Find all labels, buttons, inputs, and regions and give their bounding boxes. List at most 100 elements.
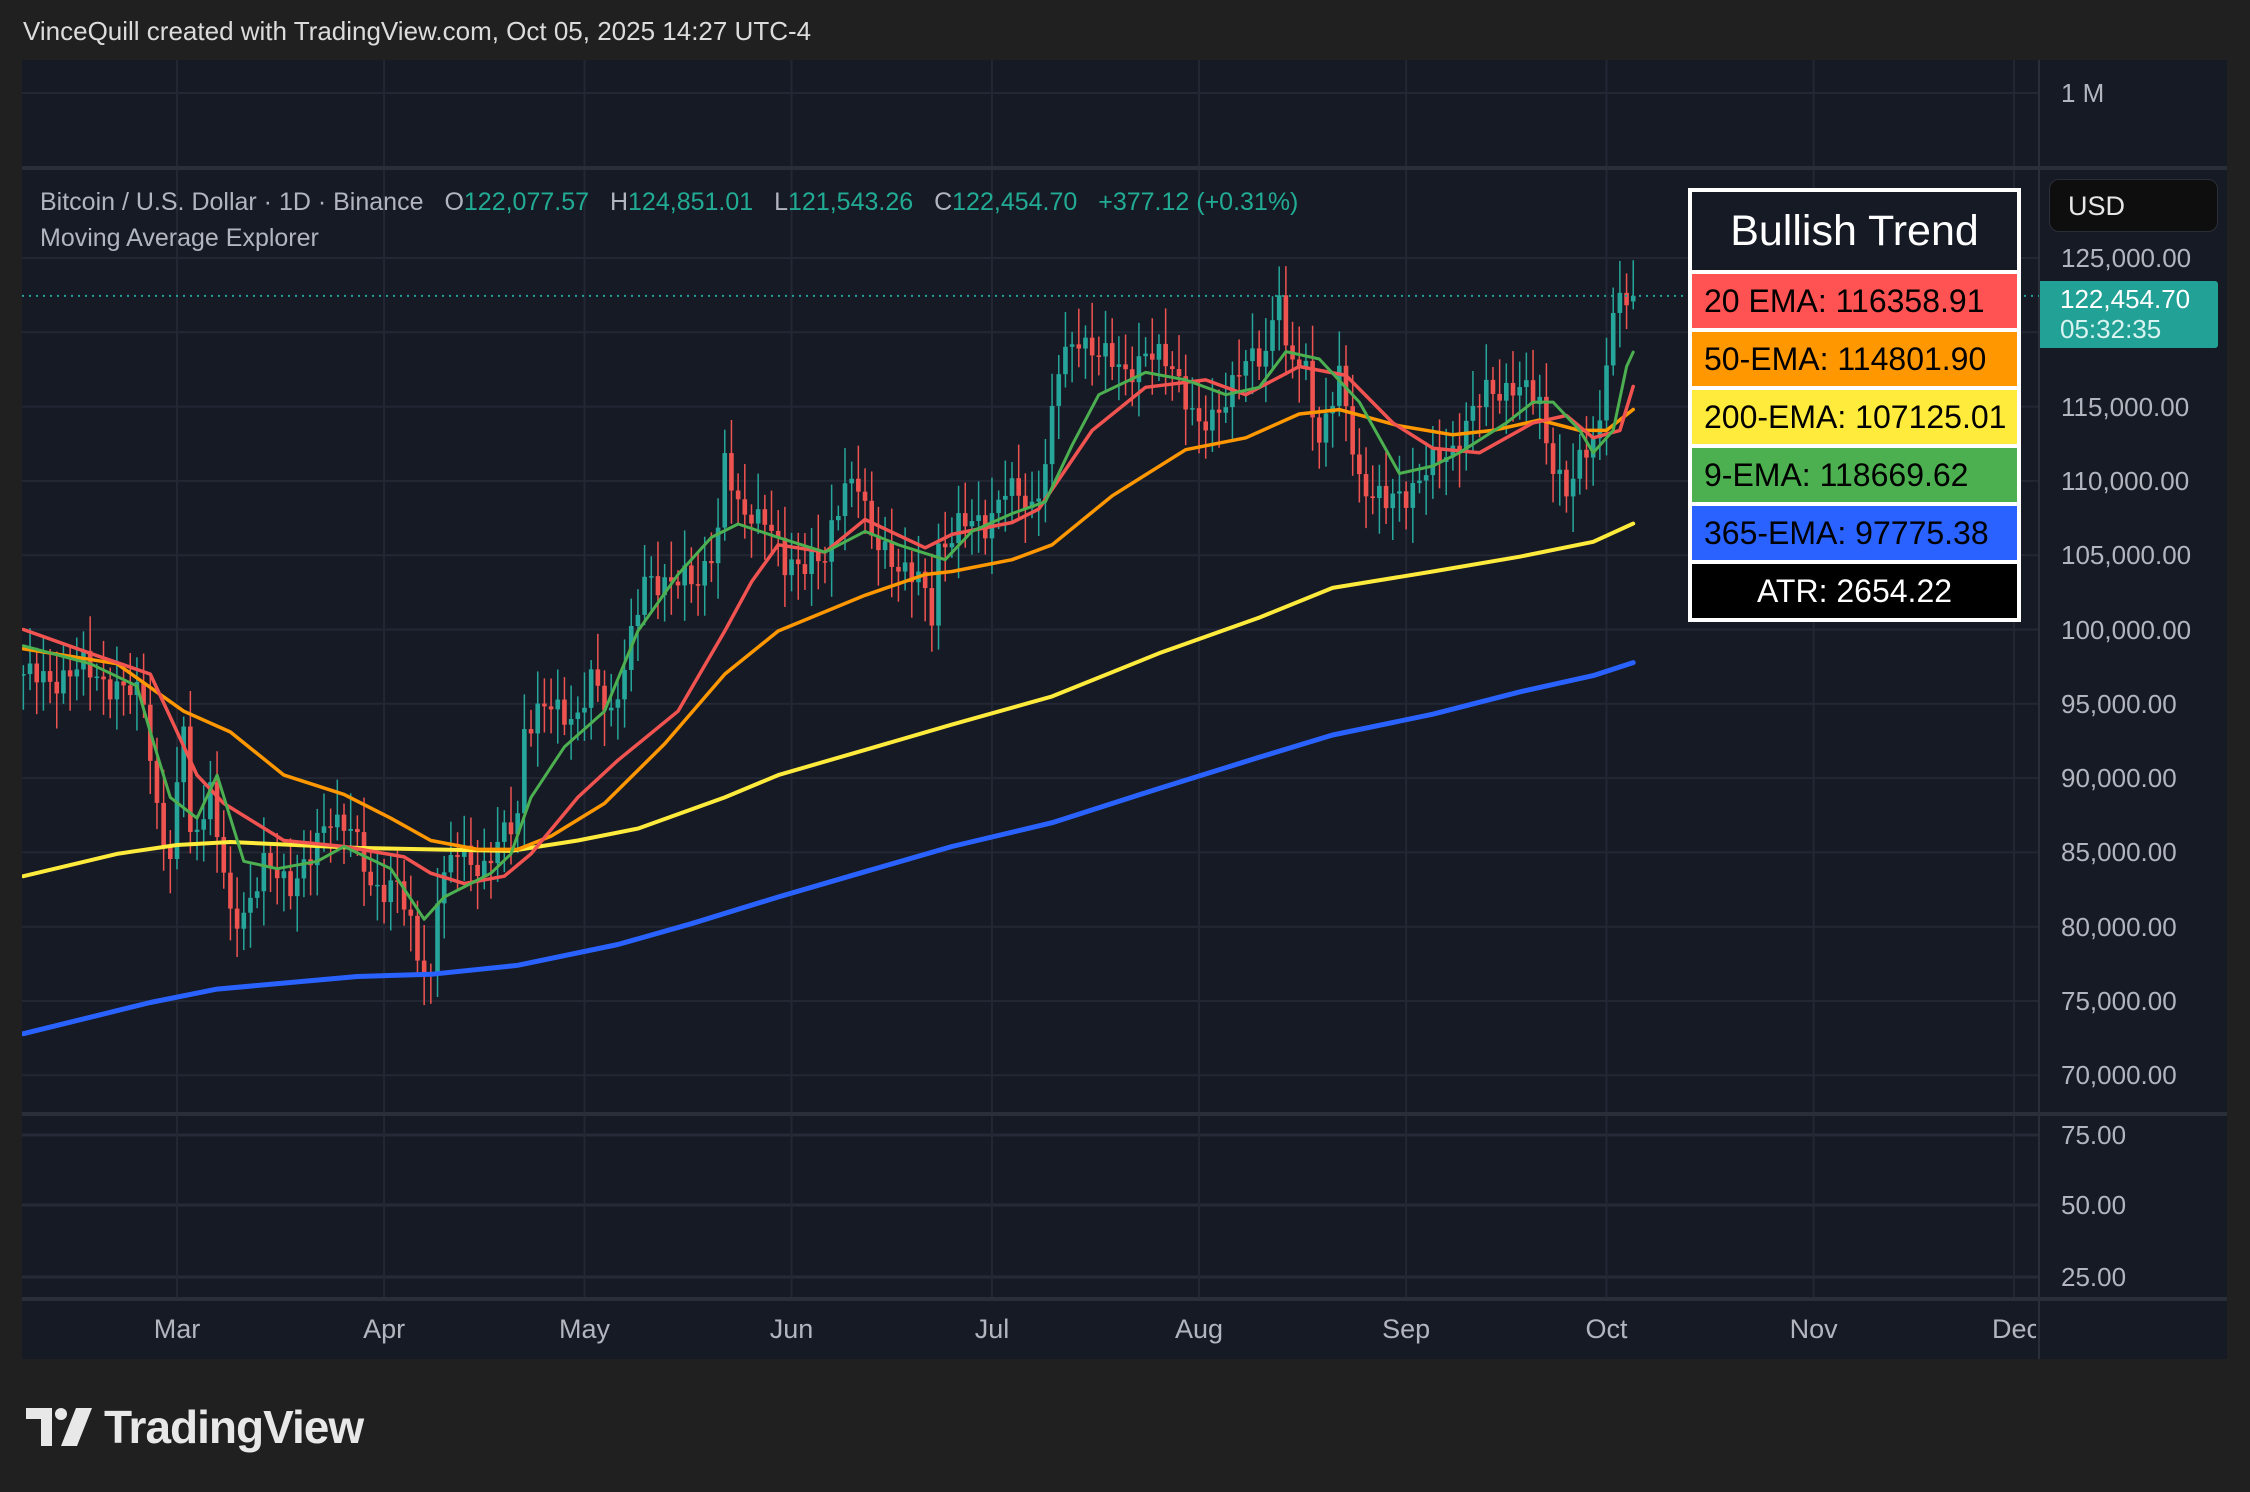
candle-body [1517,387,1522,396]
month-label: Nov [1789,1314,1838,1344]
candle-body [1270,320,1275,351]
candle [288,838,293,910]
candle-body [1524,380,1529,388]
candle-body [1490,379,1496,394]
candle [542,678,547,733]
candle [1303,343,1309,381]
lower-axis-label-75: 75.00 [2061,1120,2127,1150]
candle [715,498,721,599]
candle [181,716,186,818]
candle-body [321,826,327,833]
candle [194,814,200,861]
candle-body [1423,475,1429,481]
candle-body [608,707,614,711]
candle [41,637,46,711]
candle-body [755,509,761,524]
candle-body [274,868,280,879]
candle-body [1223,407,1229,413]
candle-body [942,543,948,548]
candle [1624,273,1629,329]
candle [1109,318,1115,381]
candle-body [909,562,915,583]
candle-body [588,669,594,708]
candle [1610,287,1616,376]
indicator-name[interactable]: Moving Average Explorer [40,224,319,252]
candle-body [22,674,26,676]
candle-body [1143,353,1148,357]
close-value: 122,454.70 [952,188,1078,216]
candle-body [455,855,460,857]
candle-body [448,855,454,873]
tradingview-logo[interactable]: TradingView [26,1400,364,1454]
candle-body [1604,365,1609,421]
candle [375,853,380,921]
candle-body [829,520,834,562]
price-axis-label: 80,000.00 [2061,911,2177,942]
candle [421,925,427,1006]
candle-body [74,669,80,677]
candle [388,853,394,931]
candle-body [114,681,120,700]
candle [401,859,407,926]
candle-body [1203,421,1209,431]
candle-body [769,524,774,531]
candle [1397,455,1402,522]
candle-body [1003,495,1008,500]
price-axis-label: 100,000.00 [2061,614,2192,645]
candle-body [121,681,126,686]
candle [1316,406,1322,469]
candle [1430,425,1436,499]
candle-body [1410,483,1416,508]
candle [1163,308,1168,395]
candle-body [1457,445,1462,452]
candle-body [775,530,781,538]
ema-9-row: 9-EMA: 118669.62 [1692,448,2017,502]
candle [942,511,948,582]
candle-body [67,670,73,677]
candle-body [1617,292,1623,313]
candle-body [642,576,647,615]
candle-body [181,726,186,783]
candle-body [41,671,46,683]
candle [1490,366,1496,430]
currency-button[interactable]: USD [2049,179,2218,232]
open-value: 122,077.57 [463,188,590,216]
candle-body [174,782,180,860]
candle-body [695,584,701,586]
candle [709,532,714,583]
candle-body [168,846,173,860]
candle [755,473,761,535]
candle [1617,260,1623,348]
symbol-title[interactable]: Bitcoin / U.S. Dollar · 1D · Binance [40,188,424,216]
candle [435,868,440,997]
candle [595,633,601,702]
price-axis-label: 125,000.00 [2061,243,2192,273]
candle-body [1263,350,1269,367]
candle [1049,373,1055,491]
candle-body [1357,454,1362,475]
candle-body [435,903,440,976]
candle-body [368,871,374,886]
candle [335,779,340,841]
candle [562,677,567,736]
candle-body [809,548,814,575]
current-price-label: 122,454.70 05:32:35 [2040,281,2218,348]
candle-body [101,676,106,680]
candle [1497,359,1502,414]
change-value: +377.12 (+0.31%) [1098,188,1299,216]
candle [622,639,627,728]
candle-body [254,891,260,898]
candle [1270,296,1275,370]
candle-body [241,912,247,929]
month-label: Sep [1382,1314,1431,1344]
candle-body [488,860,494,864]
candle [1029,471,1035,519]
candle [161,769,166,871]
candle-body [842,483,848,516]
candle-body [127,685,133,696]
candle [248,863,253,948]
candle-body [1564,469,1569,497]
candle-body [969,521,975,527]
candle [1517,361,1522,420]
